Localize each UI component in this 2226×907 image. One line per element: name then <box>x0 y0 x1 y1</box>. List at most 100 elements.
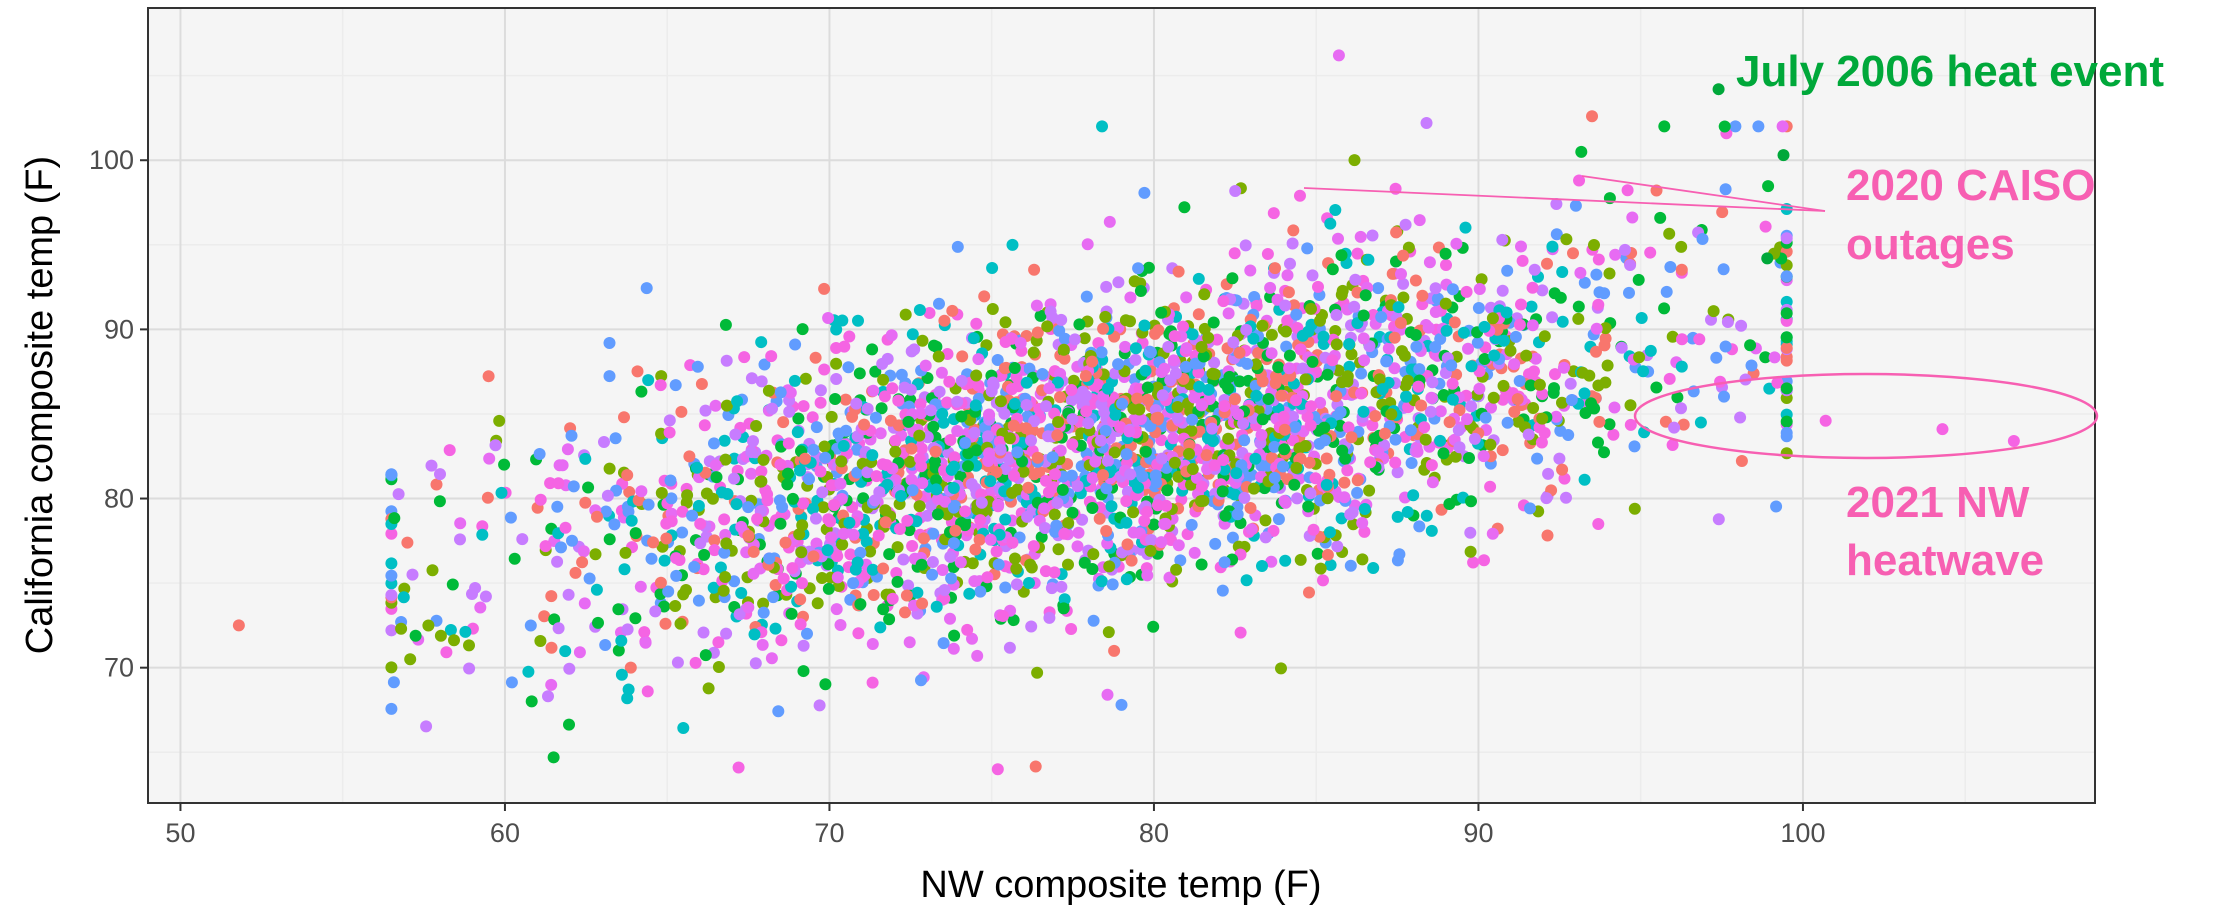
data-point <box>1317 574 1329 587</box>
data-point <box>1282 286 1295 299</box>
data-point <box>1051 497 1064 510</box>
data-point <box>813 699 826 712</box>
data-point <box>797 400 810 413</box>
data-point <box>676 505 689 518</box>
data-point <box>784 386 797 399</box>
data-point <box>1281 314 1294 327</box>
data-point <box>1321 368 1334 381</box>
data-point <box>1234 626 1247 639</box>
x-axis-title: NW composite temp (F) <box>920 864 1321 906</box>
data-point <box>504 511 517 524</box>
data-point <box>1718 120 1731 133</box>
data-point <box>1039 522 1051 534</box>
data-point <box>1087 548 1100 561</box>
data-point <box>1375 311 1388 323</box>
data-point <box>663 414 676 427</box>
data-point <box>1413 520 1426 533</box>
data-point <box>699 649 712 662</box>
data-point <box>1453 404 1466 417</box>
data-point <box>1628 440 1641 453</box>
highlighted-points <box>1293 83 2020 448</box>
data-point <box>1006 536 1019 549</box>
data-point <box>796 519 809 532</box>
data-point <box>1014 337 1027 349</box>
data-point <box>1557 361 1570 374</box>
data-point <box>788 374 801 387</box>
data-point <box>1446 393 1459 406</box>
data-point <box>1590 268 1603 281</box>
data-point <box>965 478 978 490</box>
data-point <box>1073 318 1086 331</box>
data-point <box>600 505 612 518</box>
data-point <box>959 436 972 449</box>
data-point <box>1006 486 1019 499</box>
data-point <box>1478 554 1490 567</box>
data-point <box>1676 333 1688 346</box>
data-point <box>852 314 864 327</box>
data-point <box>1401 374 1414 387</box>
data-point <box>1149 469 1162 482</box>
data-point <box>1477 450 1490 463</box>
data-point <box>1240 323 1253 336</box>
data-point <box>1010 562 1023 575</box>
data-point <box>1227 336 1240 349</box>
data-point <box>875 402 888 415</box>
data-point <box>642 374 655 387</box>
data-point <box>782 467 794 480</box>
data-point <box>1291 492 1304 505</box>
data-point <box>992 498 1005 511</box>
data-point <box>797 639 810 652</box>
data-point <box>930 340 943 353</box>
data-point <box>1416 289 1429 302</box>
data-point <box>1304 419 1317 432</box>
data-point <box>489 439 502 452</box>
data-point <box>1358 503 1371 515</box>
data-point <box>1066 413 1079 426</box>
data-point <box>697 563 710 576</box>
data-point <box>1016 455 1028 468</box>
data-point <box>1425 524 1438 537</box>
data-point <box>1040 400 1052 413</box>
data-point <box>638 626 651 639</box>
data-point <box>1332 232 1344 245</box>
data-point <box>1780 415 1793 428</box>
data-point <box>816 486 829 499</box>
data-point <box>766 402 778 415</box>
data-point <box>1320 452 1333 465</box>
data-point <box>1355 387 1368 400</box>
data-point <box>877 373 890 386</box>
data-point <box>1603 267 1616 280</box>
data-point <box>1105 500 1118 513</box>
data-point <box>1366 419 1379 432</box>
data-point <box>1437 447 1450 460</box>
data-point <box>901 514 914 527</box>
data-point <box>821 544 834 557</box>
data-point <box>984 475 997 488</box>
data-point <box>658 554 671 567</box>
data-point <box>525 695 538 708</box>
data-point <box>1524 502 1536 515</box>
data-point <box>905 473 918 486</box>
data-point <box>757 453 770 466</box>
data-point <box>1524 379 1537 392</box>
data-point <box>1520 349 1533 362</box>
data-point <box>1460 285 1473 298</box>
data-point <box>1780 331 1793 344</box>
data-point <box>881 478 894 491</box>
data-point <box>695 378 708 390</box>
data-point <box>1228 488 1241 501</box>
data-point <box>1293 442 1306 455</box>
data-point <box>1525 300 1538 313</box>
highlighted-point <box>1761 252 1774 265</box>
data-point <box>1216 584 1229 597</box>
data-point <box>1650 381 1663 394</box>
data-point <box>641 685 654 698</box>
data-point <box>1279 325 1292 338</box>
data-point <box>1198 288 1211 301</box>
data-point <box>870 470 883 483</box>
data-point <box>1093 512 1106 525</box>
data-point <box>902 579 915 592</box>
data-point <box>982 430 994 443</box>
data-point <box>1249 358 1262 371</box>
data-point <box>665 515 678 528</box>
